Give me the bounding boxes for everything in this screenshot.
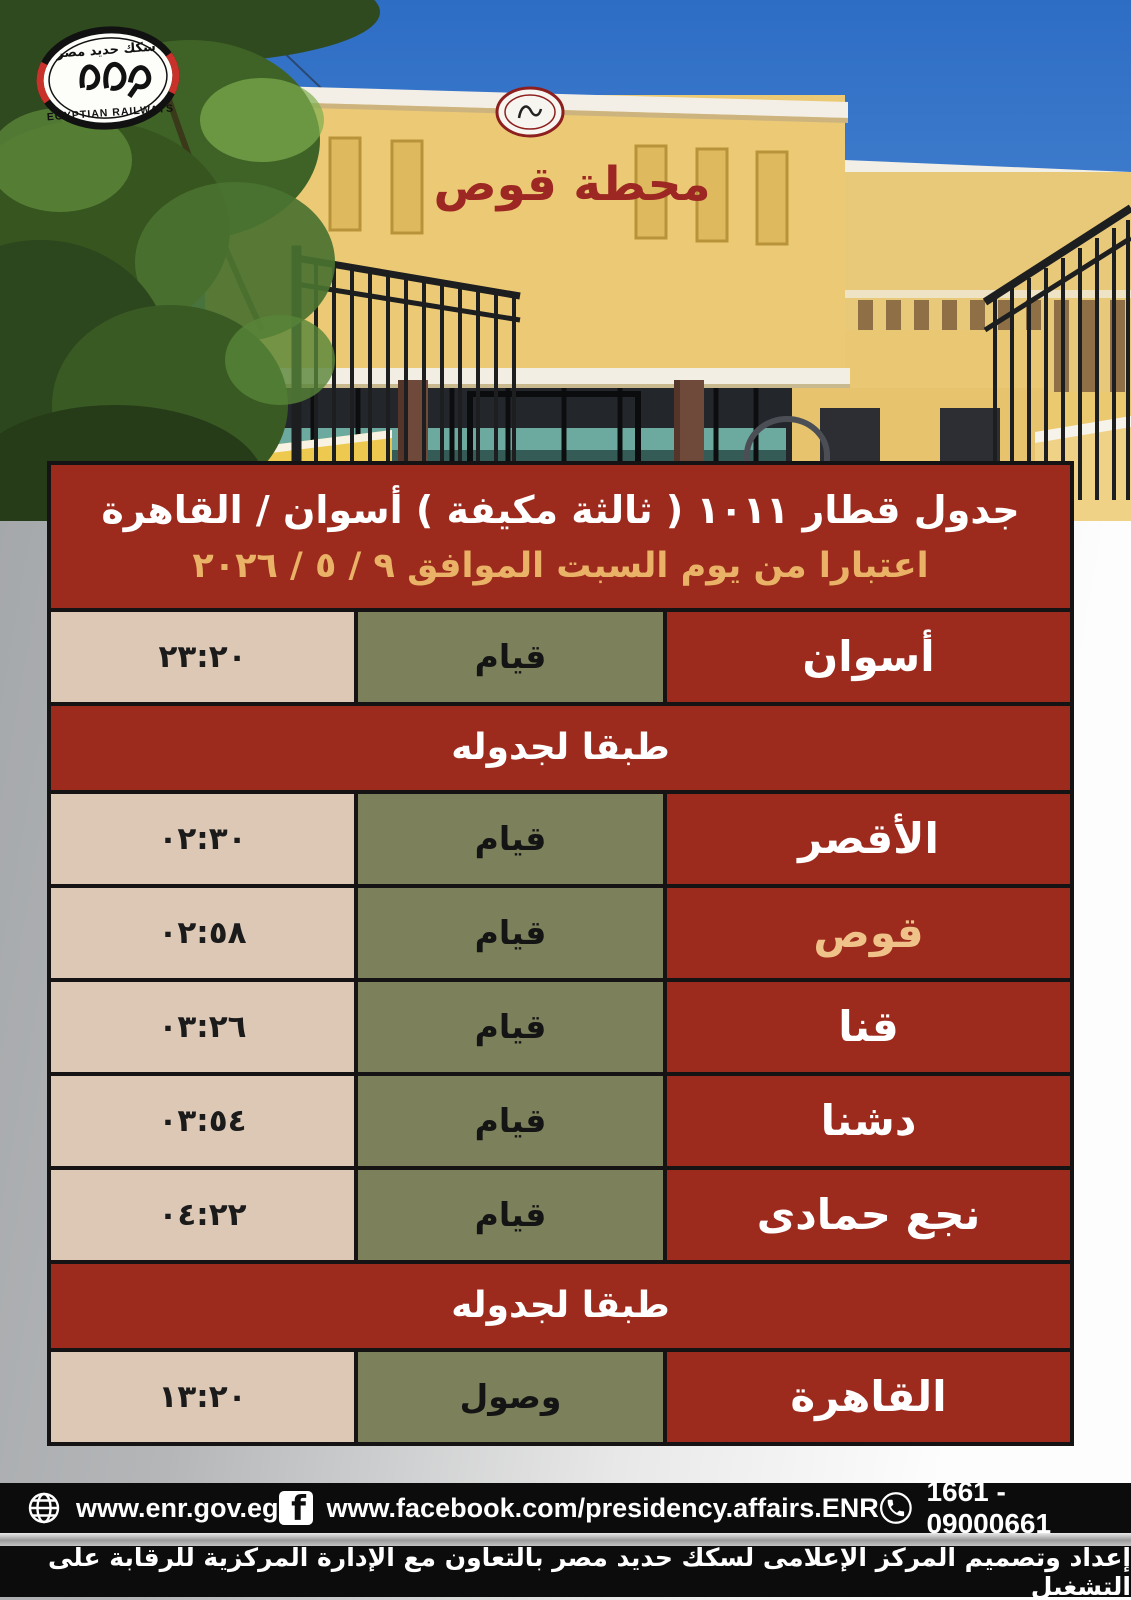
schedule-title: جدول قطار ١٠١١ ( ثالثة مكيفة ) أسوان / ا… bbox=[101, 488, 1020, 532]
table-row-qus: ٠٢:٥٨ قيام قوص bbox=[51, 887, 1070, 978]
time-cell: ٠٢:٥٨ bbox=[51, 887, 354, 978]
phone-numbers: 1661 - 09000661 bbox=[926, 1476, 1052, 1539]
time-cell: ٠٢:٣٠ bbox=[51, 793, 354, 884]
contact-bar: www.enr.gov.eg f www.facebook.com/presid… bbox=[0, 1476, 1131, 1539]
schedule-table: جدول قطار ١٠١١ ( ثالثة مكيفة ) أسوان / ا… bbox=[47, 461, 1074, 1446]
credit-bar: إعداد وتصميم المركز الإعلامى لسكك حديد م… bbox=[0, 1542, 1131, 1600]
time-cell: ١٣:٢٠ bbox=[51, 1351, 354, 1442]
station-cell: دشنا bbox=[667, 1075, 1070, 1166]
logo-emblem bbox=[79, 61, 152, 98]
globe-icon bbox=[28, 1492, 60, 1524]
facebook-icon: f bbox=[278, 1491, 313, 1525]
action-cell: وصول bbox=[358, 1351, 663, 1442]
phone-icon bbox=[879, 1492, 912, 1524]
station-cell-highlighted: قوص bbox=[667, 887, 1070, 978]
action-cell: قيام bbox=[358, 1075, 663, 1166]
table-row-dishna: ٠٣:٥٤ قيام دشنا bbox=[51, 1075, 1070, 1166]
table-row-luxor: ٠٢:٣٠ قيام الأقصر bbox=[51, 793, 1070, 884]
building-logo-badge bbox=[495, 86, 565, 138]
schedule-header: جدول قطار ١٠١١ ( ثالثة مكيفة ) أسوان / ا… bbox=[51, 465, 1070, 608]
action-cell: قيام bbox=[358, 793, 663, 884]
table-row-cairo: ١٣:٢٠ وصول القاهرة bbox=[51, 1351, 1070, 1442]
time-cell: ٠٣:٢٦ bbox=[51, 981, 354, 1072]
table-row-nag-hammadi: ٠٤:٢٢ قيام نجع حمادى bbox=[51, 1169, 1070, 1260]
phone-group: 1661 - 09000661 bbox=[879, 1476, 1105, 1540]
stair-handrail bbox=[744, 416, 830, 521]
station-photo: محطة قوص bbox=[0, 0, 1131, 521]
time-cell: ٢٣:٢٠ bbox=[51, 611, 354, 702]
egyptian-railways-logo: سكك حديد مصر EGYPTIAN RAILWAYS bbox=[36, 26, 180, 130]
table-row-aswan: ٢٣:٢٠ قيام أسوان bbox=[51, 611, 1070, 702]
time-cell: ٠٤:٢٢ bbox=[51, 1169, 354, 1260]
website-url: www.enr.gov.eg bbox=[76, 1492, 279, 1523]
table-note-row: طبقا لجدوله bbox=[51, 1263, 1070, 1348]
website-group: www.enr.gov.eg bbox=[26, 1490, 279, 1526]
station-sign-text: محطة قوص bbox=[433, 157, 710, 212]
action-cell: قيام bbox=[358, 981, 663, 1072]
facebook-url: www.facebook.com/presidency.affairs.ENR bbox=[326, 1492, 879, 1523]
table-note-row: طبقا لجدوله bbox=[51, 705, 1070, 790]
divider-band bbox=[0, 1533, 1131, 1546]
facebook-group: f www.facebook.com/presidency.affairs.EN… bbox=[278, 1491, 879, 1525]
station-cell: الأقصر bbox=[667, 793, 1070, 884]
table-row-qena: ٠٣:٢٦ قيام قنا bbox=[51, 981, 1070, 1072]
credit-text: إعداد وتصميم المركز الإعلامى لسكك حديد م… bbox=[48, 1542, 1131, 1600]
action-cell: قيام bbox=[358, 1169, 663, 1260]
action-cell: قيام bbox=[358, 887, 663, 978]
time-cell: ٠٣:٥٤ bbox=[51, 1075, 354, 1166]
station-cell: نجع حمادى bbox=[667, 1169, 1070, 1260]
station-cell: القاهرة bbox=[667, 1351, 1070, 1442]
action-cell: قيام bbox=[358, 611, 663, 702]
logo-arabic-text: سكك حديد مصر bbox=[55, 40, 157, 62]
schedule-subtitle: اعتبارا من يوم السبت الموافق ٩ / ٥ / ٢٠٢… bbox=[192, 546, 929, 587]
station-cell: قنا bbox=[667, 981, 1070, 1072]
station-cell: أسوان bbox=[667, 611, 1070, 702]
